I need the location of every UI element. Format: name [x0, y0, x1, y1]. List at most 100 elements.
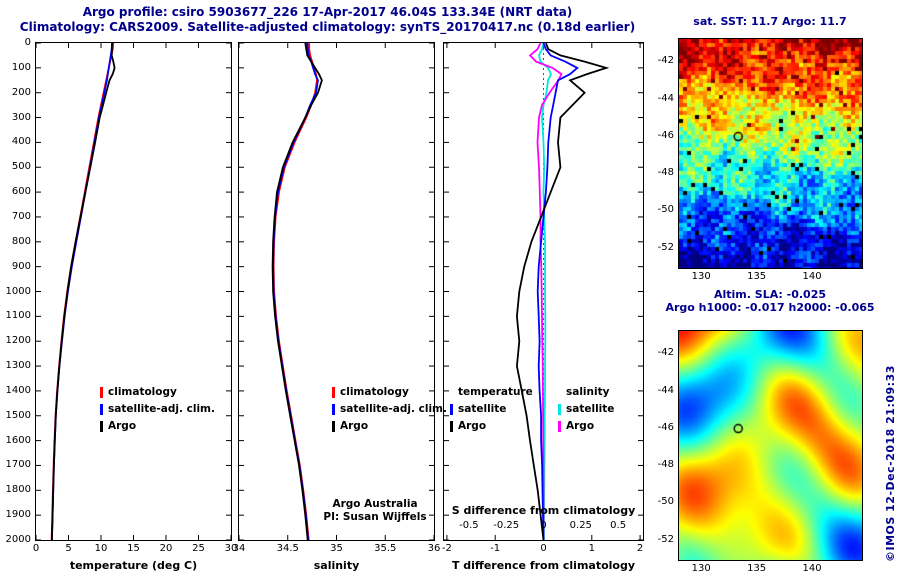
t-difference-axis-label: T difference from climatology — [451, 559, 636, 572]
series-climatology — [272, 43, 318, 540]
map-lat-tick-label: -50 — [657, 204, 674, 216]
map-lat-tick-label: -50 — [657, 496, 674, 508]
map-lon-tick-label: 135 — [747, 563, 767, 574]
legend-line-swatch — [450, 420, 453, 432]
y-tick-label: 400 — [11, 136, 31, 148]
legend-label: satellite — [458, 403, 507, 415]
temperature-legend-item: Argo — [100, 420, 136, 432]
y-tick-label: 1000 — [5, 285, 31, 297]
y-tick-label: 1500 — [5, 409, 31, 421]
legend-label: satellite-adj. clim. — [340, 403, 447, 415]
legend-line-swatch — [100, 386, 103, 398]
y-tick-label: 1800 — [5, 484, 31, 496]
difference-legend-header: salinity — [566, 386, 609, 398]
y-tick-label: 100 — [11, 61, 31, 73]
y-tick-label: 1400 — [5, 384, 31, 396]
x-tick-label: 10 — [94, 543, 108, 554]
temperature-profile-panel — [35, 42, 232, 541]
series-t-satellite — [536, 43, 579, 540]
legend-line-swatch — [558, 403, 561, 415]
temperature_profile-plot — [36, 43, 231, 540]
map-lon-tick-label: 140 — [802, 563, 822, 574]
legend-line-swatch — [332, 420, 335, 432]
y-tick-label: 0 — [24, 37, 31, 48]
figure-title: Argo profile: csiro 5903677_226 17-Apr-2… — [82, 5, 573, 19]
difference-legend-item: satellite — [450, 403, 506, 415]
sst-map — [678, 38, 863, 269]
y-tick-label: 1600 — [5, 434, 31, 446]
y-tick-label: 1900 — [5, 509, 31, 521]
x-tick-label: 30 — [224, 543, 238, 554]
y-tick-label: 200 — [11, 86, 31, 98]
x-tick-label: 15 — [127, 543, 140, 554]
map-lat-tick-label: -46 — [657, 421, 674, 433]
sla-map-title-line2: Argo h1000: -0.017 h2000: -0.065 — [665, 301, 875, 314]
salinity-legend-item: climatology — [332, 386, 409, 398]
x-tick-label: 36 — [427, 543, 441, 554]
series-t-argo — [515, 43, 610, 540]
difference-legend-item: Argo — [450, 420, 486, 432]
series-argo — [51, 43, 116, 540]
series-climatology — [50, 43, 115, 540]
salinity-legend-item: satellite-adj. clim. — [332, 403, 447, 415]
map-lon-tick-label: 140 — [802, 271, 822, 282]
x-tick-label: 25 — [192, 543, 205, 554]
x-tick-label: 35.5 — [374, 543, 397, 554]
x-tick-label: 0 — [540, 543, 547, 554]
x-tick-label: -2 — [441, 543, 452, 554]
copyright-text: ©IMOS 12-Dec-2018 21:09:33 — [884, 365, 897, 562]
x-tick-label: -1 — [490, 543, 501, 554]
temperature-axis-label: temperature (deg C) — [69, 559, 198, 572]
map-lat-tick-label: -52 — [657, 533, 674, 545]
x-tick-label: 5 — [65, 543, 72, 554]
map-lat-tick-label: -44 — [657, 92, 674, 104]
series-satellite-adj-clim- — [51, 43, 113, 540]
map-lat-tick-label: -42 — [657, 347, 674, 359]
sst-heatmap-canvas — [679, 39, 862, 268]
legend-label: Argo — [566, 420, 595, 432]
s-tick-label: 0.25 — [569, 520, 592, 531]
sst-map-title: sat. SST: 11.7 Argo: 11.7 — [693, 15, 847, 28]
x-tick-label: 20 — [159, 543, 173, 554]
legend-label: satellite-adj. clim. — [108, 403, 215, 415]
y-tick-label: 2000 — [5, 534, 31, 545]
sla-map-title-line1: Altim. SLA: -0.025 — [713, 288, 827, 301]
legend-label: satellite — [566, 403, 615, 415]
legend-label: Argo — [108, 420, 137, 432]
series-argo — [271, 43, 323, 540]
y-tick-label: 900 — [11, 260, 31, 272]
x-tick-label: 34.5 — [276, 543, 299, 554]
y-tick-label: 600 — [11, 186, 31, 198]
y-tick-label: 1700 — [5, 459, 31, 471]
legend-line-swatch — [332, 386, 335, 398]
x-tick-label: 35 — [330, 543, 343, 554]
legend-label: salinity — [566, 386, 610, 398]
legend-line-swatch — [450, 403, 453, 415]
temperature-legend-item: satellite-adj. clim. — [100, 403, 215, 415]
principal-investigator-text: PI: Susan Wijffels — [323, 511, 427, 523]
salinity_profile-plot — [239, 43, 434, 540]
legend-label: Argo — [458, 420, 487, 432]
legend-label: Argo — [340, 420, 369, 432]
map-lat-tick-label: -52 — [657, 241, 674, 253]
legend-label: climatology — [340, 386, 409, 398]
sla-map — [678, 330, 863, 561]
legend-line-swatch — [558, 420, 561, 432]
legend-line-swatch — [332, 403, 335, 415]
y-tick-label: 500 — [11, 161, 31, 173]
series-satellite-adj-clim- — [272, 43, 319, 540]
legend-line-swatch — [100, 403, 103, 415]
y-tick-label: 1300 — [5, 360, 31, 372]
map-lat-tick-label: -48 — [657, 459, 674, 471]
s-tick-label: -0.5 — [459, 520, 479, 531]
map-lon-tick-label: 130 — [691, 563, 711, 574]
map-lon-tick-label: 130 — [691, 271, 711, 282]
s-tick-label: -0.25 — [493, 520, 520, 531]
map-lat-tick-label: -42 — [657, 55, 674, 67]
salinity-legend-item: Argo — [332, 420, 368, 432]
figure-subtitle: Climatology: CARS2009. Satellite-adjuste… — [19, 20, 636, 34]
y-tick-label: 700 — [11, 210, 31, 222]
y-tick-label: 1200 — [5, 335, 31, 347]
sla-heatmap-canvas — [679, 331, 862, 560]
s-tick-label: 0.5 — [610, 520, 627, 531]
